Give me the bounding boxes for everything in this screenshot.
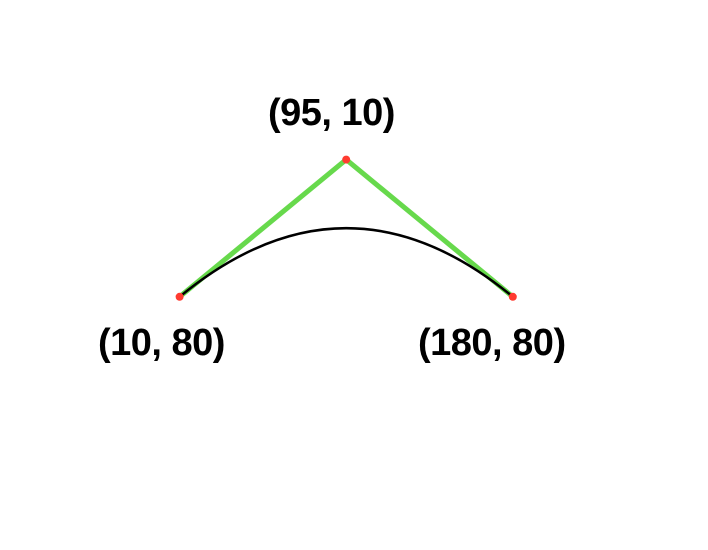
control-point-marker — [342, 156, 350, 164]
bezier-curve-path — [180, 228, 513, 297]
end-point-label: (180, 80) — [418, 322, 566, 365]
diagram-svg — [0, 0, 708, 550]
start-point-marker — [176, 293, 184, 301]
bezier-diagram: (95, 10) (10, 80) (180, 80) — [0, 0, 708, 550]
end-point-marker — [509, 293, 517, 301]
guide-line-control-to-end — [346, 160, 513, 297]
start-point-label: (10, 80) — [98, 322, 225, 365]
guide-line-start-to-control — [180, 160, 347, 297]
control-point-label: (95, 10) — [268, 92, 395, 135]
